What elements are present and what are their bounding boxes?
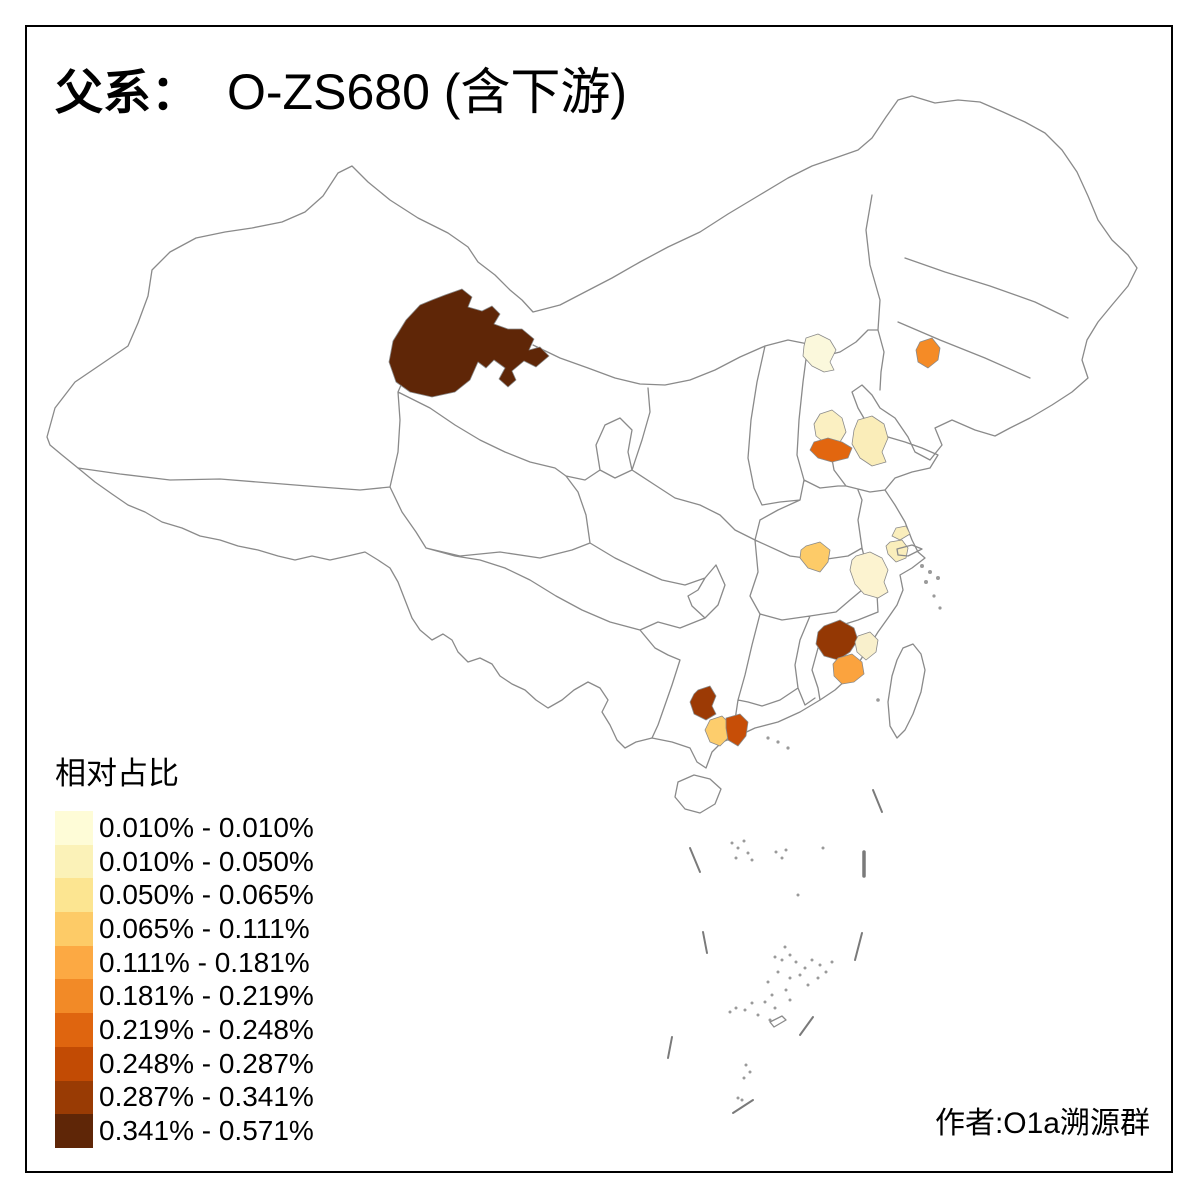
- title-main: O-ZS680 (含下游): [227, 64, 628, 120]
- legend-swatch: [55, 811, 93, 845]
- legend-swatch: [55, 878, 93, 913]
- region-anhui-zhejiang-pale: [849, 551, 889, 599]
- legend-swatch: [55, 1013, 93, 1047]
- legend-label: 0.111% - 0.181%: [99, 946, 310, 978]
- nine-dash-line: [667, 789, 883, 1114]
- legend-swatch: [55, 844, 93, 879]
- legend-label: 0.287% - 0.341%: [99, 1081, 314, 1113]
- region-hubei-yellow: [799, 541, 831, 573]
- region-jiangsu-sliver-pale: [891, 525, 911, 541]
- region-guangxi-east-dark: [689, 685, 717, 721]
- legend-label: 0.065% - 0.111%: [99, 912, 310, 944]
- region-fujian-south-orange: [832, 653, 865, 685]
- legend-item: 0.248% - 0.287%: [55, 1046, 314, 1081]
- legend-label: 0.050% - 0.065%: [99, 879, 314, 911]
- region-fujian-coastal-pale: [854, 631, 879, 661]
- region-shandong-west-pale: [851, 415, 889, 467]
- province-borders: [77, 194, 1069, 741]
- legend-item: 0.111% - 0.181%: [55, 945, 314, 980]
- legend: 相对占比 0.010% - 0.010% 0.010% - 0.050% 0.0…: [55, 748, 314, 1148]
- region-beijing-pale: [802, 333, 837, 373]
- author-credit: 作者:O1a溯源群: [934, 1107, 1150, 1140]
- legend-item: 0.065% - 0.111%: [55, 912, 314, 946]
- plot-border-frame: [25, 25, 1173, 1173]
- legend-swatch: [55, 1046, 93, 1081]
- page-title: 父系： O-ZS680 (含下游): [55, 52, 627, 124]
- taiwan-island: [887, 643, 926, 739]
- legend-swatch: [55, 979, 93, 1014]
- legend-label: 0.010% - 0.050%: [99, 845, 314, 877]
- region-hebei-south-orange: [809, 437, 853, 463]
- title-prefix: 父系：: [55, 67, 200, 120]
- south-china-sea-islands: [728, 839, 834, 1102]
- legend-item: 0.050% - 0.065%: [55, 878, 314, 913]
- legend-item: 0.010% - 0.050%: [55, 844, 314, 879]
- legend-swatch: [55, 1114, 93, 1148]
- legend-label: 0.010% - 0.010%: [99, 811, 314, 843]
- hainan-island: [674, 774, 722, 814]
- legend-swatch: [55, 912, 93, 946]
- legend-swatch: [55, 945, 93, 980]
- legend-item: 0.181% - 0.219%: [55, 979, 314, 1014]
- coastal-islands: [766, 564, 942, 750]
- legend-item: 0.010% - 0.010%: [55, 811, 314, 845]
- region-guangdong-west-yellow: [704, 715, 731, 747]
- legend-label: 0.341% - 0.571%: [99, 1115, 314, 1147]
- chongming-island: [896, 544, 923, 557]
- legend-item: 0.287% - 0.341%: [55, 1080, 314, 1115]
- legend-swatch: [55, 1080, 93, 1115]
- region-liaoning-orange: [915, 337, 941, 369]
- legend-item: 0.341% - 0.571%: [55, 1114, 314, 1148]
- legend-label: 0.219% - 0.248%: [99, 1013, 314, 1045]
- region-northwest-gansu-dark: [388, 288, 550, 398]
- legend-item: 0.219% - 0.248%: [55, 1013, 314, 1047]
- legend-title: 相对占比: [55, 756, 179, 791]
- legend-label: 0.248% - 0.287%: [99, 1047, 314, 1079]
- region-guangdong-west-redorange: [725, 713, 749, 747]
- legend-label: 0.181% - 0.219%: [99, 980, 314, 1012]
